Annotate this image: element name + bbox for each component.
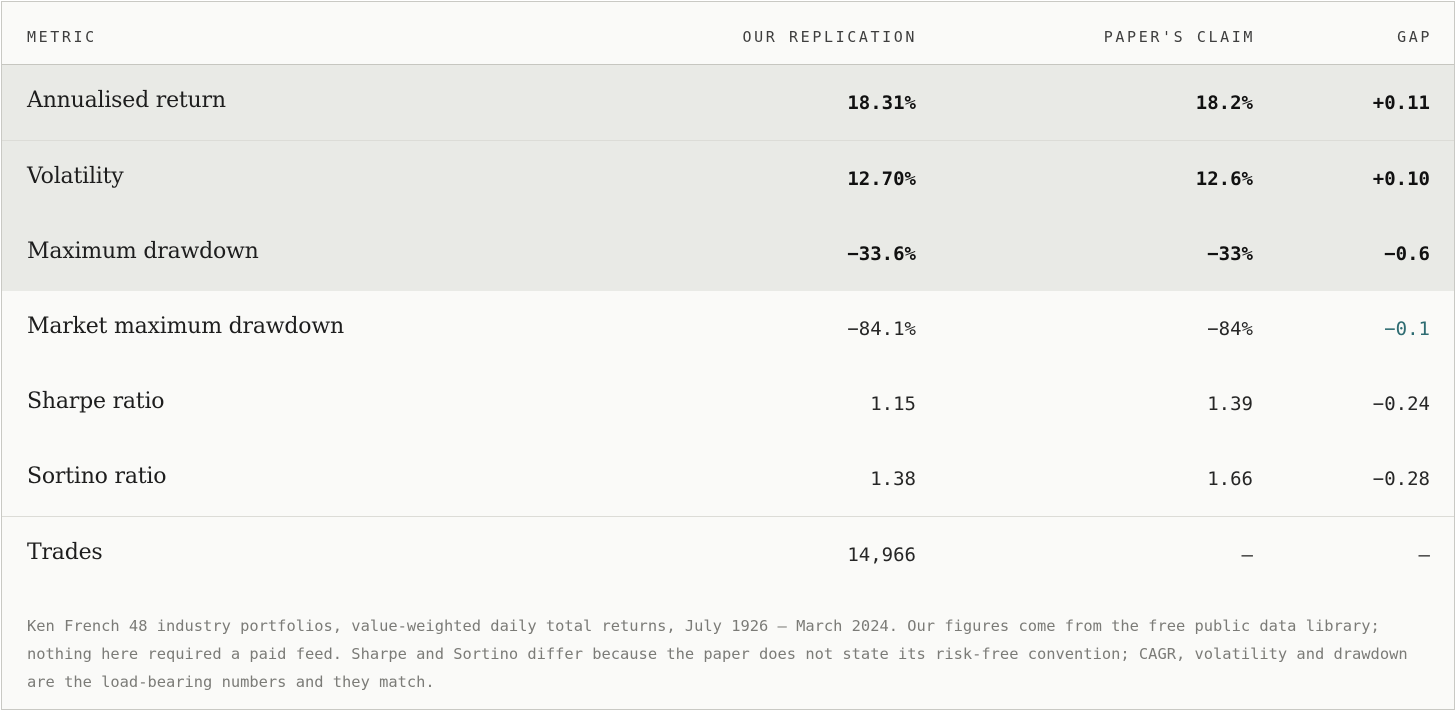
row-gap-value: — (1418, 544, 1430, 566)
row-gap-value: −0.1 (1384, 318, 1430, 340)
row-metric-label: Sortino ratio (27, 464, 167, 489)
row-paper-value: 12.6% (1195, 168, 1253, 190)
row-metric-label: Trades (27, 540, 103, 565)
row-paper-value: 1.39 (1207, 393, 1253, 415)
table-row: Volatility 12.70% 12.6% +0.10 (2, 141, 1454, 217)
row-replication-value: −84.1% (847, 318, 916, 340)
row-metric-label: Volatility (27, 164, 124, 189)
row-replication-value: 12.70% (847, 168, 916, 190)
row-paper-value: — (1241, 544, 1253, 566)
header-our-replication: OUR REPLICATION (742, 28, 917, 46)
table-footnote: Ken French 48 industry portfolios, value… (2, 592, 1454, 709)
header-papers-claim: PAPER'S CLAIM (1103, 28, 1255, 46)
row-paper-value: 18.2% (1195, 92, 1253, 114)
header-metric: METRIC (27, 28, 97, 46)
row-paper-value: −33% (1207, 243, 1253, 265)
table-row: Annualised return 18.31% 18.2% +0.11 (2, 65, 1454, 141)
table-row: Market maximum drawdown −84.1% −84% −0.1 (2, 291, 1454, 367)
row-paper-value: −84% (1207, 318, 1253, 340)
row-metric-label: Market maximum drawdown (27, 314, 344, 339)
row-gap-value: −0.28 (1372, 468, 1430, 490)
row-gap-value: +0.10 (1372, 168, 1430, 190)
row-gap-value: −0.24 (1372, 393, 1430, 415)
row-replication-value: −33.6% (847, 243, 916, 265)
table-row: Maximum drawdown −33.6% −33% −0.6 (2, 216, 1454, 292)
row-gap-value: +0.11 (1372, 92, 1430, 114)
table-row: Sharpe ratio 1.15 1.39 −0.24 (2, 366, 1454, 442)
row-replication-value: 18.31% (847, 92, 916, 114)
row-metric-label: Annualised return (27, 88, 226, 113)
row-metric-label: Sharpe ratio (27, 389, 165, 414)
header-gap: GAP (1397, 28, 1432, 46)
row-replication-value: 14,966 (847, 544, 916, 566)
row-replication-value: 1.15 (870, 393, 916, 415)
table-header: METRIC OUR REPLICATION PAPER'S CLAIM GAP (2, 2, 1454, 65)
row-replication-value: 1.38 (870, 468, 916, 490)
row-metric-label: Maximum drawdown (27, 239, 259, 264)
row-paper-value: 1.66 (1207, 468, 1253, 490)
table-row: Trades 14,966 — — (2, 517, 1454, 593)
table-row: Sortino ratio 1.38 1.66 −0.28 (2, 441, 1454, 517)
row-gap-value: −0.6 (1384, 243, 1430, 265)
